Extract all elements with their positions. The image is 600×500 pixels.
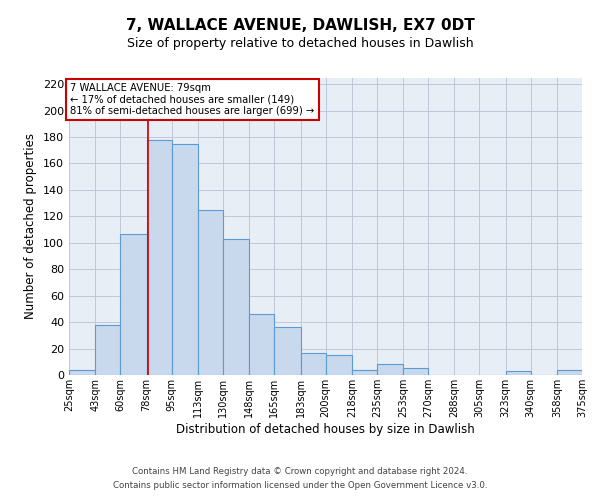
Bar bbox=[557, 370, 582, 375]
Bar bbox=[325, 355, 352, 375]
Bar bbox=[198, 210, 223, 375]
Bar bbox=[301, 352, 325, 375]
Bar bbox=[377, 364, 403, 375]
Bar bbox=[403, 368, 428, 375]
Bar bbox=[95, 325, 121, 375]
Bar bbox=[223, 239, 249, 375]
Bar bbox=[506, 371, 531, 375]
Text: 7, WALLACE AVENUE, DAWLISH, EX7 0DT: 7, WALLACE AVENUE, DAWLISH, EX7 0DT bbox=[125, 18, 475, 32]
Bar bbox=[249, 314, 274, 375]
Bar bbox=[146, 140, 172, 375]
Text: Contains public sector information licensed under the Open Government Licence v3: Contains public sector information licen… bbox=[113, 481, 487, 490]
Text: Size of property relative to detached houses in Dawlish: Size of property relative to detached ho… bbox=[127, 38, 473, 51]
Bar bbox=[352, 370, 377, 375]
Text: Contains HM Land Registry data © Crown copyright and database right 2024.: Contains HM Land Registry data © Crown c… bbox=[132, 467, 468, 476]
Bar bbox=[69, 370, 95, 375]
Bar bbox=[172, 144, 198, 375]
Text: 7 WALLACE AVENUE: 79sqm
← 17% of detached houses are smaller (149)
81% of semi-d: 7 WALLACE AVENUE: 79sqm ← 17% of detache… bbox=[70, 83, 315, 116]
X-axis label: Distribution of detached houses by size in Dawlish: Distribution of detached houses by size … bbox=[176, 422, 475, 436]
Bar bbox=[274, 328, 301, 375]
Y-axis label: Number of detached properties: Number of detached properties bbox=[25, 133, 37, 320]
Bar bbox=[121, 234, 146, 375]
